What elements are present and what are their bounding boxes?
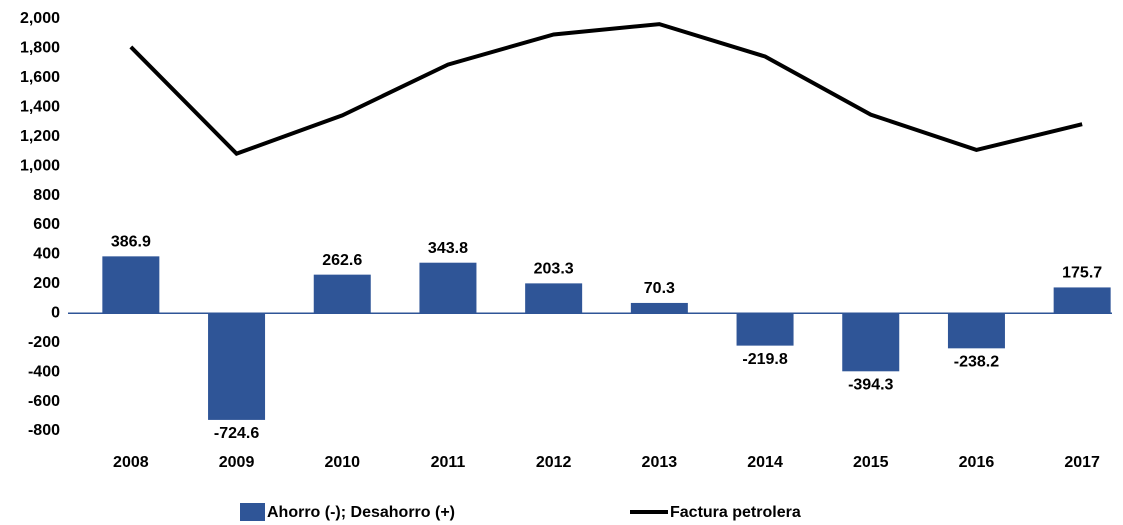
y-tick-label: 400 [33, 246, 60, 263]
y-tick-label: 1,000 [20, 157, 60, 174]
value-label: -394.3 [848, 377, 893, 394]
legend-label: Ahorro (-); Desahorro (+) [267, 504, 455, 521]
bar [313, 274, 371, 314]
y-tick-label: 1,800 [20, 40, 60, 57]
bar [736, 313, 794, 346]
y-tick-label: 0 [51, 305, 60, 322]
bar [208, 313, 266, 420]
bar [102, 256, 160, 314]
y-tick-label: 2,000 [20, 10, 60, 27]
x-tick-label: 2009 [219, 454, 255, 471]
line [129, 22, 1083, 156]
x-tick-label: 2011 [431, 454, 466, 471]
x-tick-label: 2017 [1064, 454, 1100, 471]
y-tick-label: -800 [28, 422, 60, 439]
x-tick-label: 2013 [642, 454, 678, 471]
x-tick-label: 2010 [324, 454, 360, 471]
x-tick-label: 2008 [113, 454, 149, 471]
bar [525, 283, 583, 314]
value-label: 70.3 [644, 280, 675, 297]
legend-label: Factura petrolera [670, 504, 801, 521]
value-label: 386.9 [111, 234, 151, 251]
x-tick-label: 2014 [747, 454, 783, 471]
y-tick-label: 1,600 [20, 69, 60, 86]
y-tick-label: -200 [28, 334, 60, 351]
y-tick-label: 600 [33, 216, 60, 233]
bar [842, 313, 900, 372]
value-label: 175.7 [1062, 265, 1102, 282]
bar [947, 313, 1005, 349]
y-tick-label: 1,400 [20, 99, 60, 116]
y-tick-label: -400 [28, 363, 60, 380]
y-tick-label: 800 [33, 187, 60, 204]
y-tick-label: -600 [28, 393, 60, 410]
value-label: -238.2 [954, 354, 999, 371]
value-label: 203.3 [534, 261, 574, 278]
value-label: 343.8 [428, 240, 468, 257]
value-label: -724.6 [214, 425, 259, 442]
value-label: -219.8 [742, 351, 787, 368]
bar [419, 262, 477, 314]
bar [1053, 287, 1111, 314]
value-label: 262.6 [322, 252, 362, 269]
legend-swatch [240, 503, 265, 521]
x-tick-label: 2016 [959, 454, 995, 471]
y-tick-label: 1,200 [20, 128, 60, 145]
x-tick-label: 2012 [536, 454, 572, 471]
bar [630, 302, 688, 314]
y-tick-label: 200 [33, 275, 60, 292]
x-tick-label: 2015 [853, 454, 889, 471]
